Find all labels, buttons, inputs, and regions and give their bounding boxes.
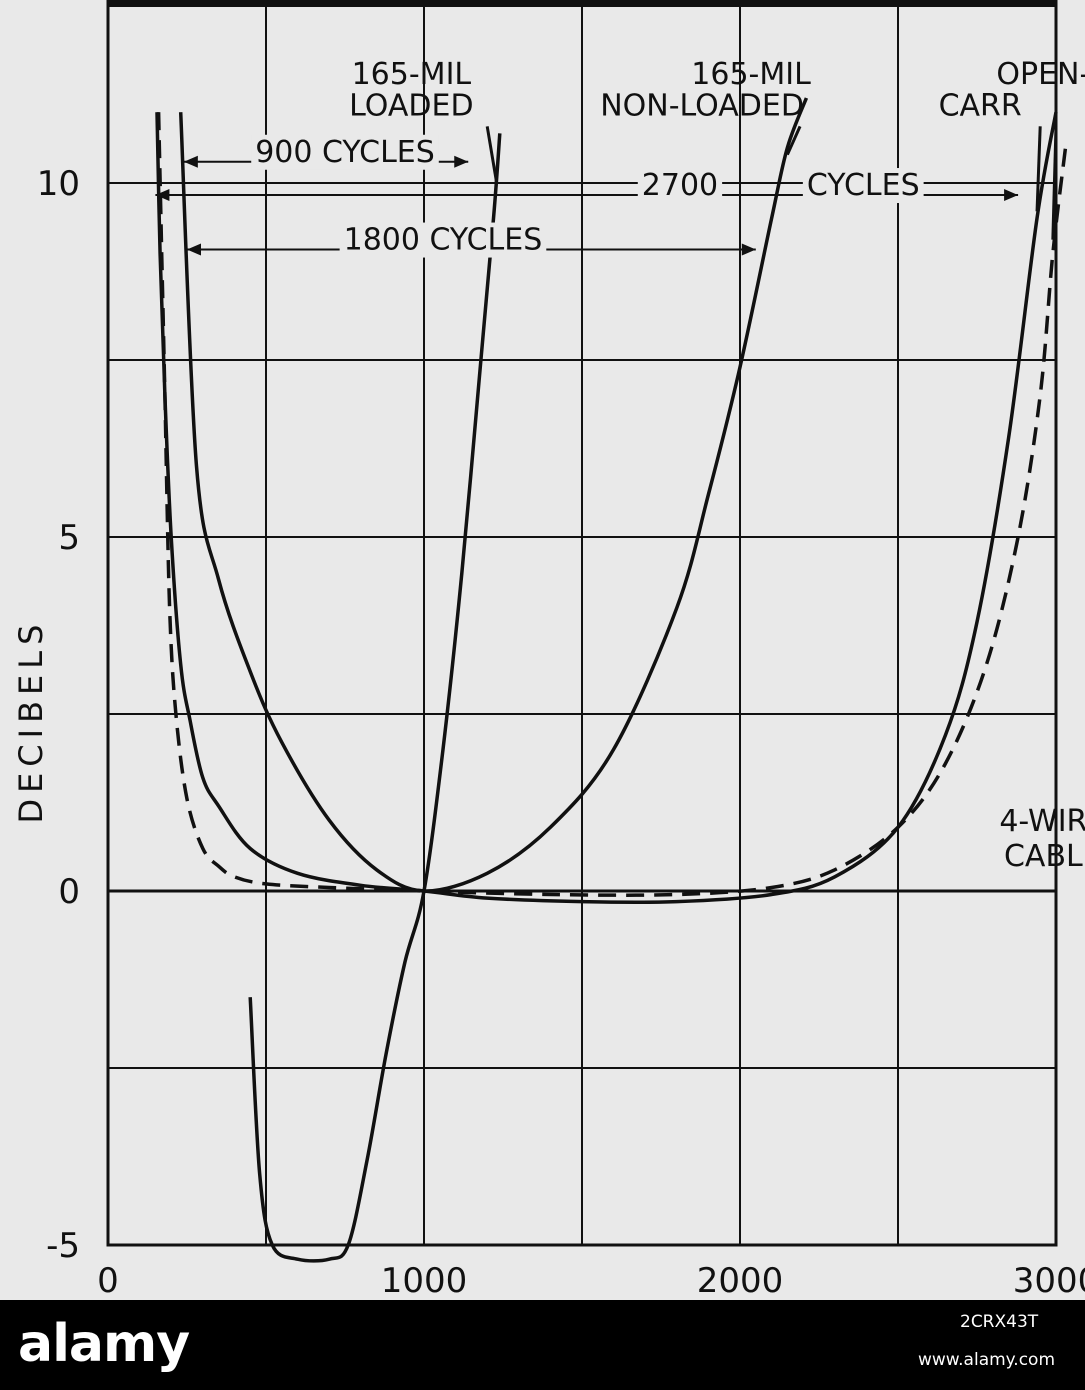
series-line-165-mil-non-loaded [178,97,809,893]
annotation-label-bg [637,168,723,204]
annotation-label: 900 CYCLES [255,135,435,170]
annotation-label: 165-MIL [691,57,811,92]
x-tick-label: 0 [97,1261,119,1300]
alamy-logo: alamy [18,1314,190,1374]
chart-area: 165-MIL LOADED 165-MIL NON-LOADED OPEN- CARR 9… [12,0,1085,1300]
annotation-label: 2700 [642,168,718,203]
dimension-arrow-left [183,155,198,168]
y-axis-label: DECIBELS [12,619,50,824]
annotation-label-bg [339,222,547,258]
image-id-label: 2CRX43T [960,1312,1039,1332]
dimension-arrow-left [187,243,201,256]
x-tick-label: 2000 [697,1261,784,1300]
annotation-label: OPEN- [996,57,1085,92]
dimension-arrow-right [741,243,756,256]
leader-open-wire [1035,126,1042,212]
annotation-label: CABLE [1004,839,1085,874]
plot-frame [106,0,1058,1247]
x-tick-label: 1000 [381,1261,468,1300]
dimension-arrow-left [155,189,170,202]
leader-non-loaded [786,125,802,156]
annotation-label: 165-MIL [352,57,472,92]
annotation-label: LOADED [349,89,473,124]
annotation-label-bg [251,134,439,170]
y-tick-label: 0 [58,872,80,912]
series-line-4-wire-cable [156,112,1068,897]
y-tick-label: 5 [58,518,80,558]
annotation-label-bg [802,168,924,204]
y-tick-label: -5 [46,1226,80,1266]
decibels-vs-frequency-chart: 165-MILLOADED165-MILNON-LOADEDOPEN-CARR9… [12,0,1085,1300]
dimension-arrow-right [1004,189,1019,202]
leader-4-wire [1051,126,1058,240]
watermark-banner: alamy 2CRX43T www.alamy.com [0,1300,1085,1390]
dimension-arrow-right [454,155,469,168]
source-url-label: www.alamy.com [918,1350,1056,1370]
annotation-label: 1800 CYCLES [344,223,543,258]
annotation-label: CARR [939,89,1022,124]
tick-labels: 0 1000 2000 3000 -5 0 5 10 [37,164,1085,1300]
y-tick-label: 10 [37,164,80,204]
leader-loaded [485,126,499,184]
series-lines [155,97,1068,1263]
series-line-open-wire-carrier [155,111,1058,905]
x-tick-label: 3000 [1013,1261,1085,1300]
annotation-label: 4-WIRE [999,804,1085,839]
annotation-label: NON-LOADED [600,89,804,124]
series-line-165-mil-loaded [248,133,502,1263]
annotation-label: CYCLES [807,168,920,203]
chart-annotations: 165-MILLOADED165-MILNON-LOADEDOPEN-CARR9… [251,57,1085,874]
